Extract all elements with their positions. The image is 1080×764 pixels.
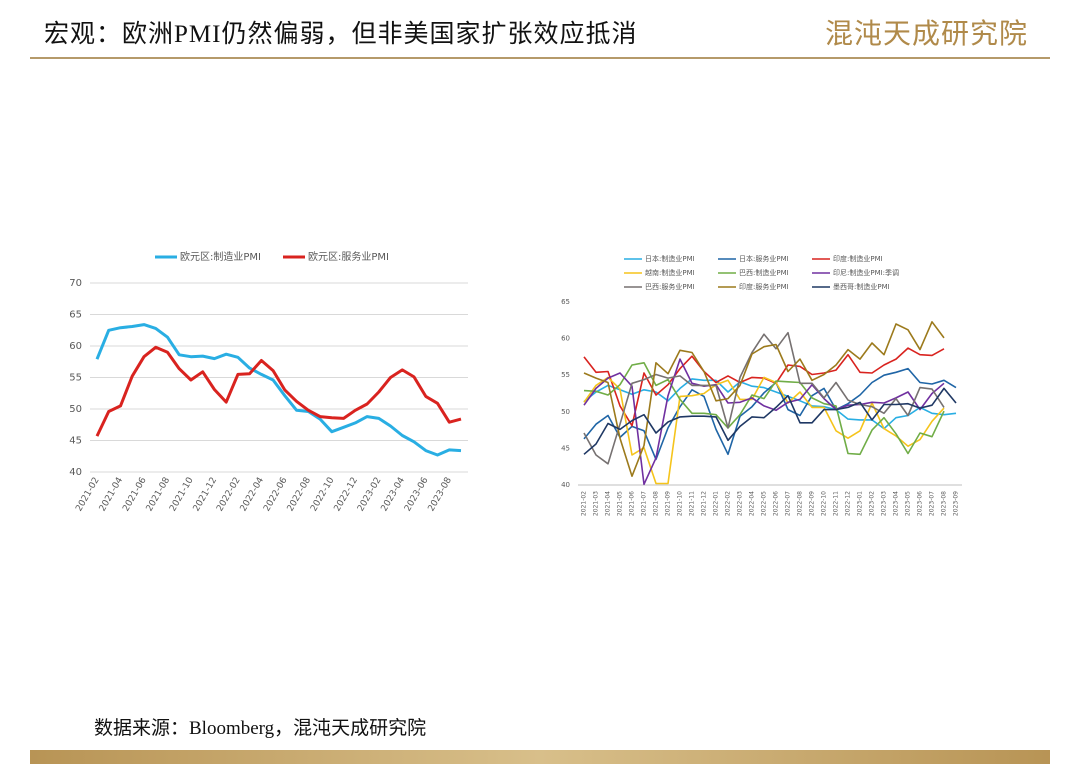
footer-bar (30, 750, 1050, 764)
x-tick-label: 2022-09 (809, 491, 816, 516)
legend-label: 巴西:制造业PMI (739, 268, 789, 277)
x-tick-label: 2021-09 (665, 491, 672, 516)
x-tick-label: 2021-11 (689, 491, 696, 516)
x-tick-label: 2023-01 (857, 491, 864, 516)
x-tick-label: 2022-10 (821, 491, 828, 516)
x-tick-label: 2022-03 (737, 491, 744, 516)
x-tick-label: 2021-03 (593, 491, 600, 516)
x-tick-label: 2023-06 (917, 491, 924, 516)
x-tick-label: 2021-08 (653, 491, 660, 516)
series-line (583, 361, 945, 456)
x-tick-label: 2023-02 (869, 491, 876, 516)
x-tick-label: 2021-12 (701, 491, 708, 516)
series-line (95, 323, 462, 457)
y-tick-label: 60 (69, 341, 82, 352)
y-tick-label: 55 (69, 373, 82, 384)
legend-label: 巴西:服务业PMI (645, 282, 695, 291)
x-tick-label: 2023-09 (953, 491, 960, 516)
y-tick-label: 65 (561, 298, 570, 306)
y-tick-label: 45 (561, 444, 570, 452)
series-line (583, 358, 945, 486)
series-line (583, 376, 945, 485)
series-line (583, 331, 945, 465)
x-tick-label: 2021-10 (677, 491, 684, 516)
y-tick-label: 60 (561, 335, 570, 343)
x-tick-label: 2023-08 (427, 476, 455, 514)
x-tick-label: 2022-01 (713, 491, 720, 516)
header-rule (30, 57, 1050, 59)
legend-label: 欧元区:服务业PMI (308, 250, 389, 263)
y-tick-label: 50 (561, 408, 570, 416)
legend-label: 欧元区:制造业PMI (180, 250, 261, 263)
x-tick-label: 2021-07 (641, 491, 648, 516)
y-tick-label: 55 (561, 371, 570, 379)
series-line (95, 345, 462, 437)
x-tick-label: 2023-05 (905, 491, 912, 516)
x-tick-label: 2022-12 (845, 491, 852, 516)
x-tick-label: 2023-03 (881, 491, 888, 516)
x-tick-label: 2023-07 (929, 491, 936, 516)
source-note: 数据来源：Bloomberg，混沌天成研究院 (94, 718, 427, 739)
x-tick-label: 2021-05 (617, 491, 624, 516)
series-line (583, 387, 957, 455)
logo: 混沌天成研究院 (824, 19, 1028, 50)
x-tick-label: 2022-05 (761, 491, 768, 516)
legend-label: 越南:制造业PMI (645, 268, 695, 277)
y-tick-label: 40 (69, 467, 82, 478)
series-line (583, 320, 945, 478)
legend-label: 日本:制造业PMI (645, 254, 695, 263)
x-tick-label: 2021-06 (629, 491, 636, 516)
y-tick-label: 70 (69, 278, 82, 289)
x-tick-label: 2022-07 (785, 491, 792, 516)
x-tick-label: 2022-06 (773, 491, 780, 516)
x-tick-label: 2022-02 (725, 491, 732, 516)
x-tick-label: 2022-11 (833, 491, 840, 516)
legend-label: 印度:制造业PMI (833, 254, 883, 263)
x-tick-label: 2022-08 (797, 491, 804, 516)
legend-label: 印尼:制造业PMI:季调 (833, 268, 899, 277)
slide-title: 宏观：欧洲PMI仍然偏弱，但非美国家扩张效应抵消 (44, 21, 638, 48)
y-tick-label: 40 (561, 481, 570, 489)
x-tick-label: 2021-04 (605, 491, 612, 516)
x-tick-label: 2023-04 (893, 491, 900, 516)
legend-label: 日本:服务业PMI (739, 254, 789, 263)
y-tick-label: 65 (69, 310, 82, 321)
x-tick-label: 2022-04 (749, 491, 756, 516)
legend-label: 印度:服务业PMI (739, 282, 789, 291)
legend-label: 墨西哥:制造业PMI (833, 282, 890, 291)
y-tick-label: 50 (69, 404, 82, 415)
x-tick-label: 2023-08 (941, 491, 948, 516)
y-tick-label: 45 (69, 436, 82, 447)
x-tick-label: 2021-02 (581, 491, 588, 516)
